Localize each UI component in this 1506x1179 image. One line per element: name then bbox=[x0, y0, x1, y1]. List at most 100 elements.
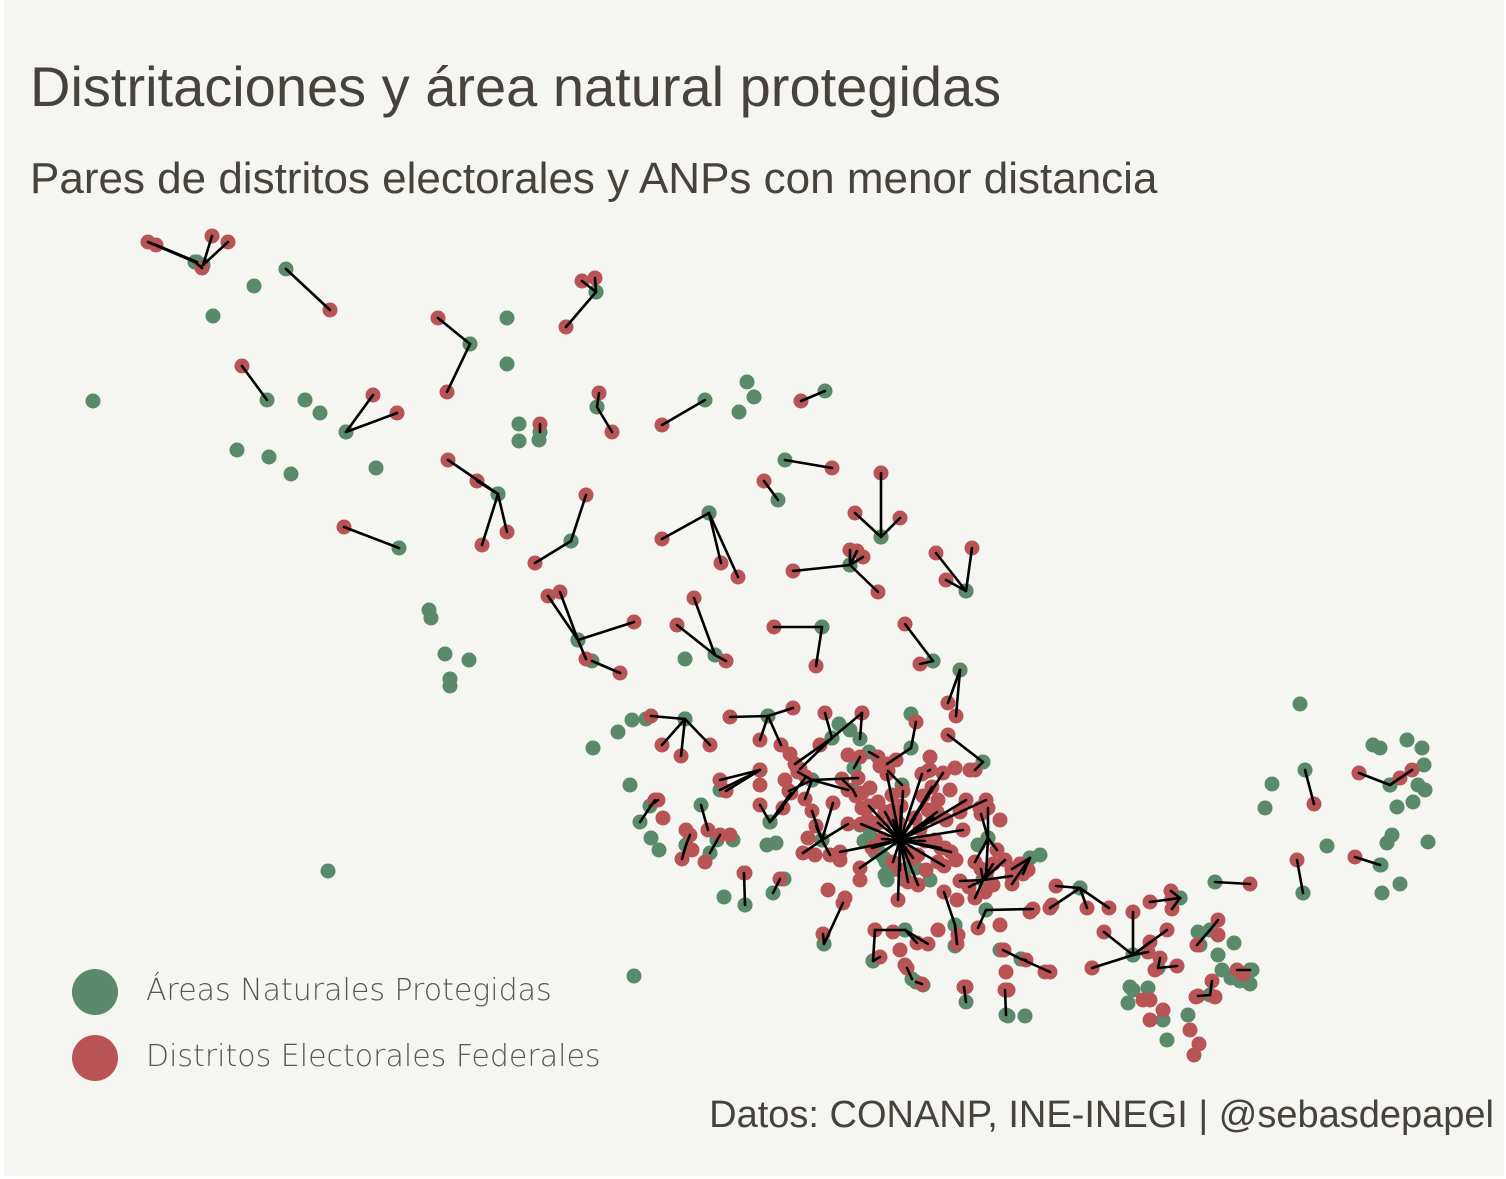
anp-point bbox=[624, 712, 640, 728]
distance-link bbox=[879, 516, 902, 539]
anp-point bbox=[283, 466, 299, 482]
anp-point bbox=[499, 356, 515, 372]
anp-point bbox=[1032, 847, 1048, 863]
distance-link bbox=[201, 240, 230, 267]
distance-link bbox=[810, 778, 850, 792]
distance-link bbox=[820, 838, 832, 857]
distance-link bbox=[768, 775, 808, 824]
distance-link bbox=[576, 638, 588, 661]
distance-link bbox=[680, 843, 688, 861]
district-point bbox=[918, 862, 934, 878]
distance-link bbox=[867, 804, 902, 842]
district-point bbox=[872, 758, 888, 774]
district-point bbox=[722, 827, 738, 843]
distance-link bbox=[576, 620, 636, 642]
anp-point bbox=[461, 652, 477, 668]
distance-link bbox=[692, 596, 717, 657]
district-point bbox=[832, 852, 848, 868]
distance-link bbox=[926, 768, 932, 773]
district-point bbox=[998, 964, 1014, 980]
distance-link bbox=[1196, 993, 1212, 998]
legend-label-district: Distritos Electorales Federales bbox=[146, 1039, 601, 1074]
distance-link bbox=[885, 772, 902, 842]
anp-point bbox=[1000, 1008, 1016, 1024]
anp-point bbox=[1292, 696, 1308, 712]
distance-link bbox=[595, 391, 601, 409]
distance-link bbox=[791, 563, 852, 573]
distance-link bbox=[914, 980, 924, 986]
distance-link bbox=[638, 798, 657, 824]
distance-link bbox=[942, 890, 957, 927]
distance-link bbox=[1090, 953, 1135, 970]
district-point bbox=[920, 802, 936, 818]
distance-link bbox=[1001, 948, 1023, 961]
distance-link bbox=[891, 818, 902, 842]
distance-link bbox=[684, 833, 692, 847]
district-point bbox=[1022, 904, 1038, 920]
anp-point bbox=[1379, 835, 1395, 851]
anp-point bbox=[499, 310, 515, 326]
anp-point bbox=[1372, 740, 1388, 756]
anp-point bbox=[1210, 947, 1226, 963]
distance-link bbox=[580, 279, 598, 294]
district-point bbox=[1155, 1002, 1171, 1018]
district-point bbox=[860, 812, 876, 828]
anp-point bbox=[511, 433, 527, 449]
distance-link bbox=[1021, 856, 1032, 876]
distance-link bbox=[840, 777, 855, 792]
distance-link bbox=[675, 623, 717, 657]
distance-link bbox=[480, 492, 500, 547]
distance-link bbox=[766, 706, 795, 718]
distance-link bbox=[867, 750, 880, 759]
distance-link bbox=[713, 653, 728, 663]
distance-link bbox=[848, 549, 859, 567]
distance-link bbox=[962, 985, 968, 1004]
district-point bbox=[958, 979, 974, 995]
distance-link bbox=[822, 901, 845, 946]
district-point bbox=[840, 747, 856, 763]
district-point bbox=[782, 746, 798, 762]
district-point bbox=[807, 847, 823, 863]
distance-link bbox=[590, 659, 622, 675]
distance-link bbox=[1054, 884, 1082, 890]
distance-link bbox=[973, 878, 985, 900]
legend-label-anp: Áreas Naturales Protegidas bbox=[146, 973, 552, 1008]
distance-link bbox=[886, 769, 904, 787]
distance-link bbox=[718, 768, 762, 792]
district-point bbox=[1191, 1036, 1207, 1052]
anp-point bbox=[739, 374, 755, 390]
distance-link bbox=[660, 511, 711, 541]
district-point bbox=[930, 792, 946, 808]
district-point bbox=[862, 780, 878, 796]
anp-point bbox=[1420, 834, 1436, 850]
district-point bbox=[947, 760, 963, 776]
anp-point bbox=[1416, 757, 1432, 773]
distance-link bbox=[762, 479, 780, 502]
distance-link bbox=[1131, 928, 1169, 957]
anp-point bbox=[1417, 782, 1433, 798]
anp-point bbox=[1159, 1032, 1175, 1048]
distance-link bbox=[903, 622, 935, 663]
anp-point bbox=[1120, 995, 1136, 1011]
distance-link bbox=[1208, 979, 1214, 997]
district-point bbox=[697, 854, 713, 870]
district-point bbox=[852, 872, 868, 888]
distance-link bbox=[1208, 918, 1220, 932]
distance-link bbox=[830, 711, 864, 740]
district-point bbox=[1000, 982, 1016, 998]
distance-link bbox=[801, 838, 824, 855]
distance-link bbox=[973, 836, 990, 864]
distance-link bbox=[1303, 768, 1316, 806]
distance-link bbox=[958, 878, 985, 883]
distance-link bbox=[1170, 896, 1182, 901]
distance-link bbox=[201, 234, 214, 267]
district-point bbox=[949, 892, 965, 908]
distance-link bbox=[758, 803, 772, 824]
district-point bbox=[922, 749, 938, 765]
distance-link bbox=[344, 411, 399, 434]
distance-link bbox=[1078, 886, 1089, 910]
anp-point bbox=[643, 830, 659, 846]
distance-link bbox=[903, 928, 919, 945]
distance-link bbox=[796, 770, 814, 782]
